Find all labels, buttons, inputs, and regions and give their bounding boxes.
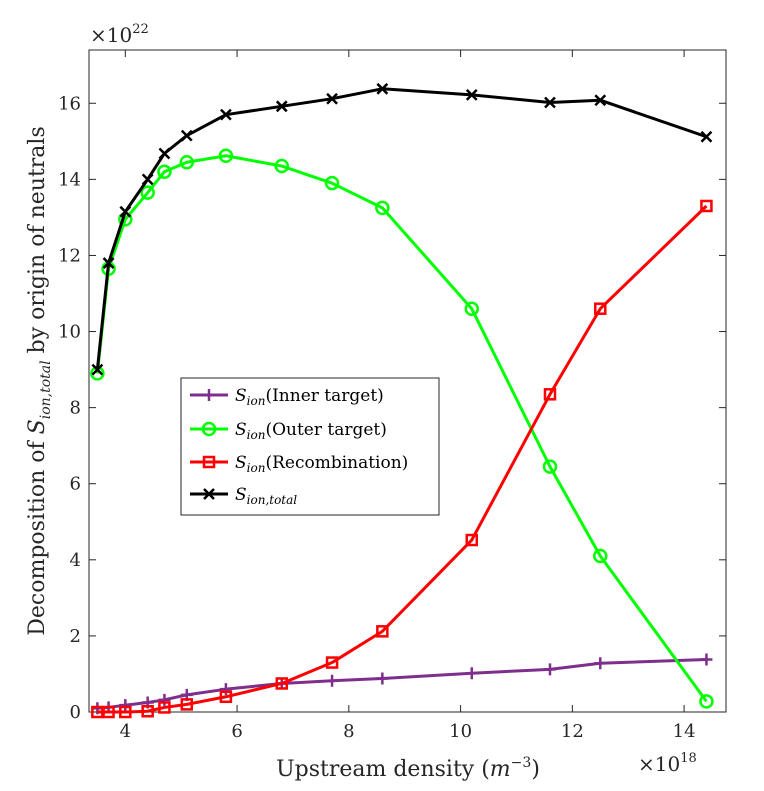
- legend-label: Sion(Recombination): [235, 453, 408, 475]
- data-point: [542, 459, 558, 474]
- data-point: [543, 663, 556, 676]
- data-point: [219, 683, 232, 696]
- legend-marker: [202, 455, 216, 469]
- y-tick-label: 6: [70, 474, 81, 495]
- data-point: [326, 674, 339, 687]
- y-tick-label: 10: [58, 322, 81, 343]
- series-layer: [90, 82, 714, 719]
- data-point: [376, 82, 389, 95]
- data-point: [376, 625, 389, 638]
- data-point: [119, 205, 132, 218]
- data-point: [141, 173, 154, 186]
- series-line: [97, 204, 708, 714]
- data-point: [219, 690, 233, 704]
- series-s-ion-total: [91, 82, 713, 376]
- x-tick-label: 14: [673, 721, 696, 742]
- series-s-ion-recombination: [91, 199, 713, 719]
- legend-item: Sion(Recombination): [190, 453, 408, 475]
- data-point: [594, 657, 607, 670]
- data-point: [275, 100, 288, 113]
- legend-marker: [203, 488, 215, 500]
- data-point: [157, 164, 172, 179]
- x-tick-label: 10: [449, 721, 472, 742]
- y-tick-label: 0: [70, 702, 81, 723]
- data-point: [700, 199, 713, 213]
- data-point: [699, 694, 714, 709]
- data-point: [141, 704, 154, 718]
- y-tick-label: 14: [58, 169, 81, 190]
- x-tick-label: 4: [120, 721, 131, 742]
- y-tick-label: 8: [70, 398, 81, 419]
- legend-item: Sion(Outer target): [190, 420, 387, 442]
- data-point: [543, 388, 557, 401]
- x-axis-title: Upstream density (m−3): [276, 755, 540, 782]
- data-point: [593, 548, 608, 564]
- legend-box: [180, 377, 440, 516]
- data-point: [325, 656, 339, 669]
- legend-marker: [201, 421, 217, 437]
- data-point: [465, 667, 478, 680]
- data-point: [102, 705, 115, 719]
- data-point: [375, 200, 390, 216]
- data-point: [465, 89, 478, 101]
- plot-border: [88, 49, 727, 713]
- data-point: [594, 302, 607, 315]
- legend-label: Sion,total: [235, 485, 297, 507]
- y-exponent-label: ×1022: [90, 22, 149, 47]
- y-tick-label: 2: [70, 626, 81, 647]
- x-tick-label: 8: [343, 721, 354, 742]
- y-tick-label: 12: [58, 245, 81, 266]
- data-point: [179, 154, 195, 170]
- data-point: [324, 175, 340, 191]
- y-axis-title: Decomposition of Sion,total by origin of…: [25, 126, 54, 636]
- legend-label: Sion(Inner target): [235, 386, 384, 408]
- legend: Sion(Inner target) Sion(Outer target) Sion…: [180, 377, 440, 516]
- data-point: [218, 148, 234, 164]
- data-point: [274, 158, 290, 174]
- legend-marker: [203, 389, 215, 401]
- data-point: [594, 94, 607, 107]
- data-point: [102, 257, 115, 269]
- data-point: [140, 185, 155, 200]
- data-point: [158, 147, 171, 160]
- data-point: [158, 693, 171, 706]
- data-point: [119, 705, 132, 719]
- data-point: [700, 130, 713, 143]
- data-point: [91, 363, 104, 376]
- x-tick-label: 12: [561, 721, 584, 742]
- data-point: [376, 672, 389, 685]
- data-point: [465, 533, 479, 547]
- legend-item: Sion(Inner target): [190, 386, 384, 408]
- data-point: [220, 108, 232, 121]
- y-tick-label: 16: [58, 93, 81, 114]
- data-point: [180, 129, 193, 142]
- data-point: [119, 699, 132, 712]
- y-tick-label: 4: [70, 550, 81, 571]
- x-exponent-label: ×1018: [638, 751, 697, 776]
- plot-area: [88, 49, 727, 713]
- legend-item: Sion,total: [190, 485, 297, 507]
- data-point: [158, 701, 171, 714]
- x-tick-label: 6: [231, 721, 242, 742]
- data-point: [544, 96, 556, 109]
- data-point: [464, 301, 480, 316]
- data-point: [700, 653, 713, 666]
- data-point: [275, 677, 289, 690]
- data-point: [180, 698, 194, 711]
- legend-label: Sion(Outer target): [235, 420, 387, 442]
- data-point: [326, 92, 338, 105]
